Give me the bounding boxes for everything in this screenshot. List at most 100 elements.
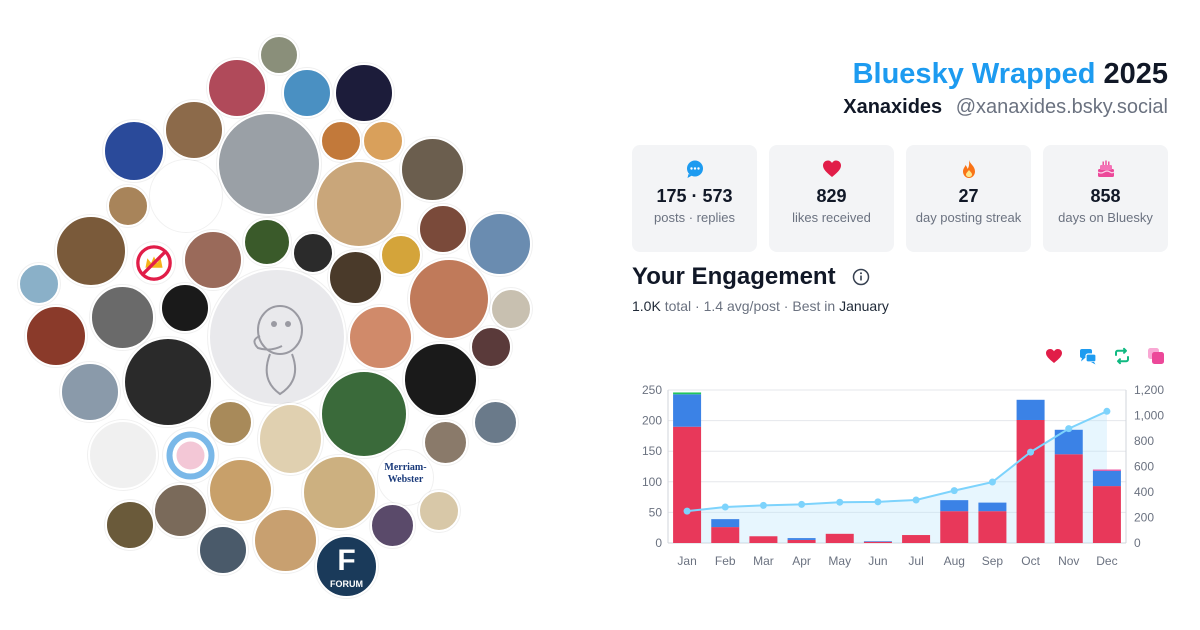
avatar[interactable] bbox=[408, 258, 490, 340]
avatar[interactable] bbox=[470, 326, 512, 368]
avatar[interactable] bbox=[258, 403, 323, 475]
avatar[interactable] bbox=[160, 283, 210, 333]
avatar[interactable] bbox=[163, 428, 218, 483]
avatar[interactable] bbox=[60, 362, 120, 422]
stat-card-posts: 175 · 573 posts · replies bbox=[632, 145, 757, 252]
y-tick-label-right: 800 bbox=[1134, 434, 1154, 448]
stat-value: 829 bbox=[816, 186, 847, 206]
flame-icon bbox=[962, 160, 975, 178]
stat-card-likes: 829 likes received bbox=[769, 145, 894, 252]
avatar[interactable] bbox=[207, 58, 267, 118]
x-tick-label: Jan bbox=[677, 554, 696, 568]
stat-label: likes received bbox=[792, 210, 871, 225]
separator: · bbox=[691, 298, 704, 314]
profile-line: Xanaxides @xanaxides.bsky.social bbox=[843, 96, 1168, 119]
avatar[interactable] bbox=[103, 120, 165, 182]
info-icon[interactable] bbox=[852, 268, 870, 286]
avatar[interactable] bbox=[423, 420, 468, 465]
avatar[interactable] bbox=[302, 455, 377, 530]
avatar[interactable] bbox=[418, 490, 460, 532]
avatar[interactable] bbox=[217, 112, 321, 216]
avatar[interactable] bbox=[370, 503, 415, 548]
avatar[interactable] bbox=[253, 508, 318, 573]
x-tick-label: Feb bbox=[715, 554, 736, 568]
avatar[interactable] bbox=[403, 342, 478, 417]
avatar[interactable] bbox=[164, 100, 224, 160]
bar-segment-1 bbox=[673, 394, 702, 427]
avatar[interactable] bbox=[88, 420, 158, 490]
brand-title: Bluesky Wrapped bbox=[852, 58, 1096, 90]
avatar[interactable] bbox=[348, 305, 413, 370]
avatar[interactable] bbox=[282, 68, 332, 118]
x-tick-label: Jul bbox=[908, 554, 923, 568]
avatar[interactable] bbox=[315, 160, 403, 248]
y-tick-label-right: 400 bbox=[1134, 485, 1154, 499]
avatar[interactable] bbox=[123, 337, 213, 427]
avatar[interactable] bbox=[468, 212, 532, 276]
heart-icon bbox=[822, 160, 841, 177]
heart-icon[interactable] bbox=[1044, 346, 1064, 366]
avatar[interactable] bbox=[328, 250, 383, 305]
cumulative-point bbox=[874, 498, 882, 506]
cumulative-point bbox=[1027, 448, 1035, 456]
sketch-duck-icon bbox=[253, 305, 303, 396]
x-tick-label: Apr bbox=[792, 554, 811, 568]
avatar[interactable] bbox=[25, 305, 87, 367]
cake-icon bbox=[1097, 160, 1114, 177]
bar-segment-1 bbox=[1016, 399, 1045, 420]
quote-icon[interactable] bbox=[1146, 346, 1166, 366]
cumulative-point bbox=[988, 478, 996, 486]
avatar[interactable] bbox=[183, 230, 243, 290]
engagement-total-word: total bbox=[664, 298, 692, 314]
avatar[interactable] bbox=[133, 242, 175, 284]
y-tick-label-right: 1,000 bbox=[1134, 409, 1164, 423]
engagement-chart: 0 50 100 150 200 250 0 200 400 600 800 1,000 1,200 Ja… bbox=[642, 383, 1164, 568]
avatar[interactable]: F FORUM bbox=[315, 535, 378, 598]
avatar[interactable] bbox=[208, 458, 273, 523]
bar-segment-0 bbox=[749, 536, 778, 543]
separator: · bbox=[779, 298, 793, 314]
avatar[interactable] bbox=[400, 137, 465, 202]
avatar[interactable] bbox=[243, 218, 291, 266]
profile-handle[interactable]: @xanaxides.bsky.social bbox=[955, 96, 1168, 118]
avatar[interactable] bbox=[490, 288, 532, 330]
bar-segment-0 bbox=[863, 541, 892, 543]
avatar[interactable] bbox=[473, 400, 518, 445]
avatar[interactable] bbox=[362, 120, 404, 162]
avatar[interactable] bbox=[198, 525, 248, 575]
stat-label: day posting streak bbox=[915, 210, 1022, 225]
stat-value: 858 bbox=[1090, 186, 1121, 206]
reply-icon[interactable] bbox=[1078, 346, 1098, 366]
avatar[interactable] bbox=[55, 215, 127, 287]
bar-segment-1 bbox=[1092, 470, 1121, 487]
stat-value: 27 bbox=[958, 186, 979, 206]
avatar[interactable] bbox=[292, 232, 334, 274]
bar-segment-0 bbox=[673, 426, 702, 543]
engagement-best-prefix: Best in bbox=[792, 298, 836, 314]
x-tick-label: Jun bbox=[868, 554, 887, 568]
avatar[interactable] bbox=[90, 285, 155, 350]
y-tick-label-left: 100 bbox=[642, 475, 662, 489]
x-tick-label: Mar bbox=[753, 554, 774, 568]
avatar[interactable] bbox=[259, 35, 299, 75]
forum-logo-letter: F bbox=[337, 543, 356, 577]
avatar[interactable] bbox=[320, 370, 408, 458]
avatar[interactable] bbox=[105, 500, 155, 550]
avatar[interactable] bbox=[150, 160, 222, 232]
avatar[interactable] bbox=[208, 268, 346, 406]
avatar[interactable] bbox=[380, 234, 422, 276]
avatar[interactable] bbox=[320, 120, 362, 162]
avatar[interactable] bbox=[153, 483, 208, 538]
cumulative-point bbox=[759, 501, 767, 509]
cumulative-line bbox=[686, 410, 1108, 513]
repost-icon[interactable] bbox=[1112, 346, 1132, 366]
y-tick-label-right: 1,200 bbox=[1134, 383, 1164, 397]
avatar[interactable] bbox=[418, 204, 468, 254]
avatar[interactable] bbox=[208, 400, 253, 445]
x-tick-label: Dec bbox=[1096, 554, 1117, 568]
avatar[interactable] bbox=[334, 63, 394, 123]
avatar[interactable] bbox=[18, 263, 60, 305]
avatar[interactable] bbox=[107, 185, 149, 227]
forum-logo-caption: FORUM bbox=[330, 579, 363, 589]
chart-legend bbox=[1036, 346, 1168, 368]
